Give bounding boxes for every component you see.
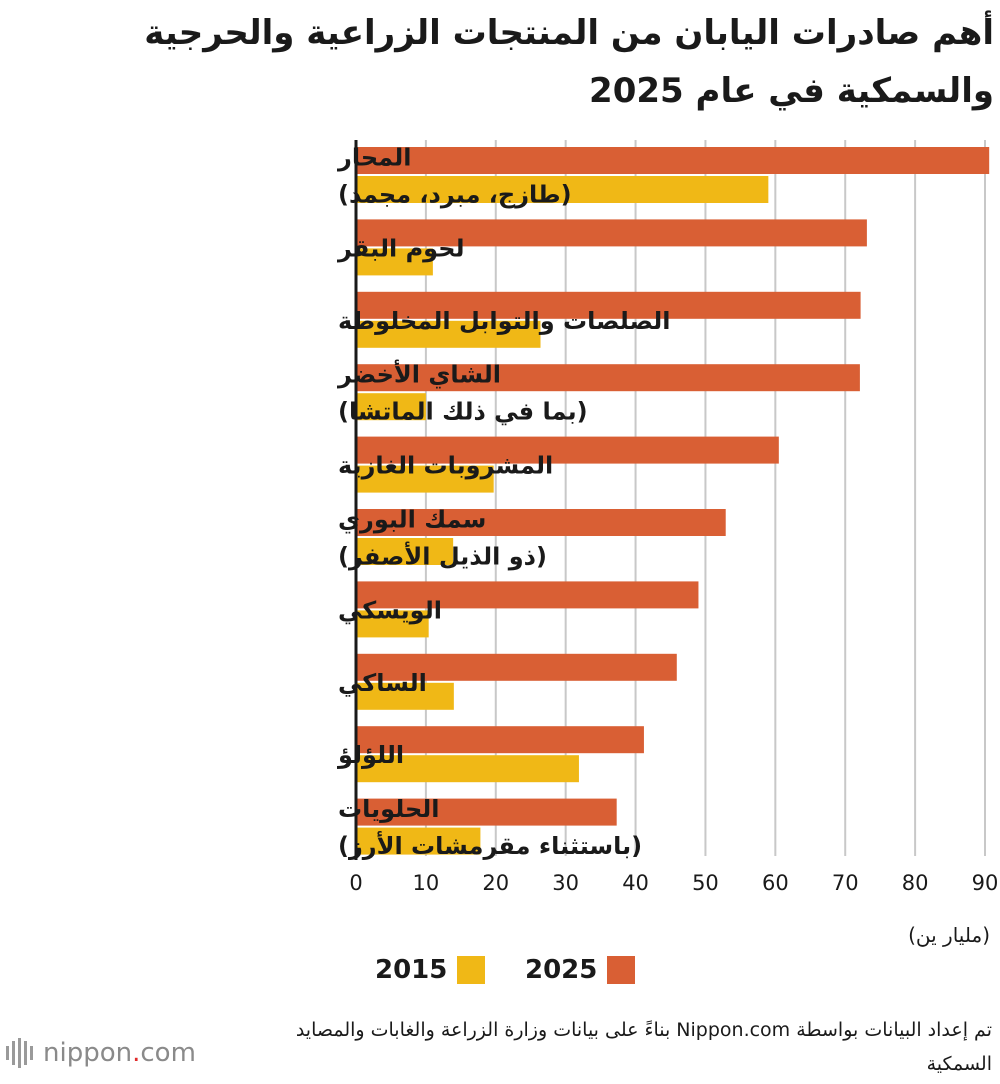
bar-2025 (356, 509, 726, 536)
category-label: (باستثناء مقرمشات الأرز) (338, 831, 642, 860)
bar-2015 (356, 320, 541, 348)
bar-2025 (356, 436, 779, 464)
bar-2015 (356, 755, 579, 783)
logo-mark-icon (6, 1038, 33, 1068)
logo-tld: com (140, 1038, 196, 1068)
category-label: الحلويات (338, 795, 440, 823)
legend-item-2015: 2015 (375, 955, 486, 985)
category-label: سمك البوري (338, 506, 486, 534)
x-tick-label: 90 (972, 871, 999, 895)
source-note: تم إعداد البيانات بواسطة Nippon.com بناء… (295, 1019, 992, 1075)
category-labels: المحار (طازج، مبرد، مجمد) لحوم البقر الصلصا… (337, 144, 670, 861)
category-label: المشروبات الغازية (338, 452, 553, 480)
bar-2015 (356, 393, 426, 421)
category-label: لحوم البقر (337, 234, 465, 262)
nippon-logo: nippon. com (6, 1038, 196, 1068)
bar-2015 (356, 610, 429, 638)
category-label: المحار (337, 144, 411, 172)
logo-text: nippon (43, 1038, 133, 1068)
category-label: الويسكي (338, 596, 442, 624)
bar-chart: المحار (طازج، مبرد، مجمد) لحوم البقر الصلصا… (337, 140, 998, 947)
bar-2025 (356, 147, 990, 174)
category-label: (بما في ذلك الماتشا) (338, 398, 588, 426)
category-label: الشاي الأخضر (337, 360, 501, 389)
x-tick-label: 20 (482, 871, 509, 895)
x-tick-label: 0 (349, 871, 362, 895)
bar-2025 (356, 653, 677, 681)
x-tick-label: 30 (552, 871, 579, 895)
legend-swatch-2025 (607, 956, 636, 984)
category-label: الصلصات والتوابل المخلوطة (338, 307, 670, 335)
legend-item-2025: 2025 (525, 955, 636, 985)
chart-title: أهم صادرات اليابان من المنتجات الزراعية … (144, 13, 994, 111)
x-tick-label: 40 (622, 871, 649, 895)
bar-2025 (356, 291, 861, 319)
x-tick-label: 70 (832, 871, 859, 895)
bar-2025 (356, 798, 617, 826)
x-tick-label: 60 (762, 871, 789, 895)
tick-labels: 0 10 20 30 40 50 60 70 80 90 (349, 871, 998, 895)
category-label: اللؤلؤ (337, 741, 404, 769)
x-axis-unit-label: (مليار ين) (908, 923, 990, 947)
bar-2015 (356, 682, 454, 710)
bar-2025 (356, 364, 860, 392)
legend-swatch-2015 (457, 956, 486, 984)
bar-2025 (356, 726, 644, 754)
category-label: الساكي (338, 669, 427, 697)
bar-2015 (356, 176, 769, 203)
bar-2025 (356, 581, 699, 609)
bar-2015 (356, 538, 454, 565)
bars (356, 147, 990, 855)
logo-dot: . (132, 1038, 141, 1068)
legend: 2025 2015 (0, 955, 1000, 991)
category-label: (طازج، مبرد، مجمد) (338, 181, 572, 209)
bar-2025 (356, 219, 867, 247)
legend-label-2015: 2015 (375, 955, 448, 985)
legend-label-2025: 2025 (525, 955, 598, 985)
bar-2015 (356, 248, 433, 276)
x-tick-label: 10 (413, 871, 440, 895)
category-label: (ذو الذيل الأصفر) (338, 542, 547, 571)
bar-2015 (356, 827, 481, 855)
bar-2015 (356, 465, 494, 493)
x-tick-label: 80 (902, 871, 929, 895)
x-tick-label: 50 (692, 871, 719, 895)
